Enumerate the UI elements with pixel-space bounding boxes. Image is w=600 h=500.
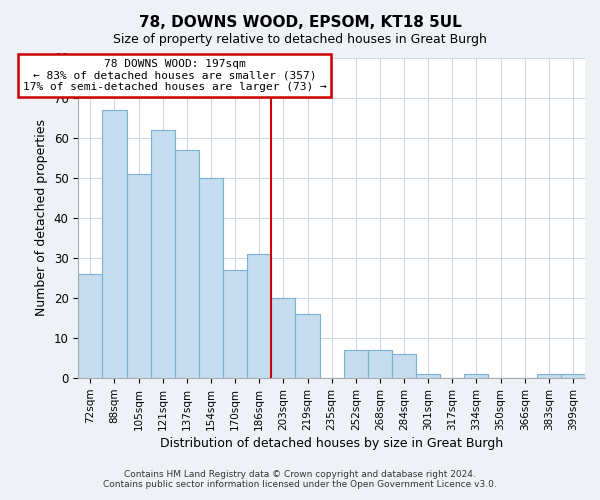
Bar bbox=[392, 354, 416, 378]
Bar bbox=[537, 374, 561, 378]
Bar bbox=[103, 110, 127, 378]
Bar bbox=[295, 314, 320, 378]
Text: 78, DOWNS WOOD, EPSOM, KT18 5UL: 78, DOWNS WOOD, EPSOM, KT18 5UL bbox=[139, 15, 461, 30]
Bar bbox=[344, 350, 368, 378]
X-axis label: Distribution of detached houses by size in Great Burgh: Distribution of detached houses by size … bbox=[160, 437, 503, 450]
Text: 78 DOWNS WOOD: 197sqm
← 83% of detached houses are smaller (357)
17% of semi-det: 78 DOWNS WOOD: 197sqm ← 83% of detached … bbox=[23, 59, 326, 92]
Text: Size of property relative to detached houses in Great Burgh: Size of property relative to detached ho… bbox=[113, 32, 487, 46]
Bar bbox=[561, 374, 585, 378]
Bar bbox=[223, 270, 247, 378]
Bar bbox=[247, 254, 271, 378]
Bar bbox=[271, 298, 295, 378]
Text: Contains HM Land Registry data © Crown copyright and database right 2024.
Contai: Contains HM Land Registry data © Crown c… bbox=[103, 470, 497, 489]
Y-axis label: Number of detached properties: Number of detached properties bbox=[35, 120, 48, 316]
Bar bbox=[175, 150, 199, 378]
Bar bbox=[368, 350, 392, 378]
Bar bbox=[79, 274, 103, 378]
Bar bbox=[199, 178, 223, 378]
Bar bbox=[127, 174, 151, 378]
Bar bbox=[151, 130, 175, 378]
Bar bbox=[464, 374, 488, 378]
Bar bbox=[416, 374, 440, 378]
